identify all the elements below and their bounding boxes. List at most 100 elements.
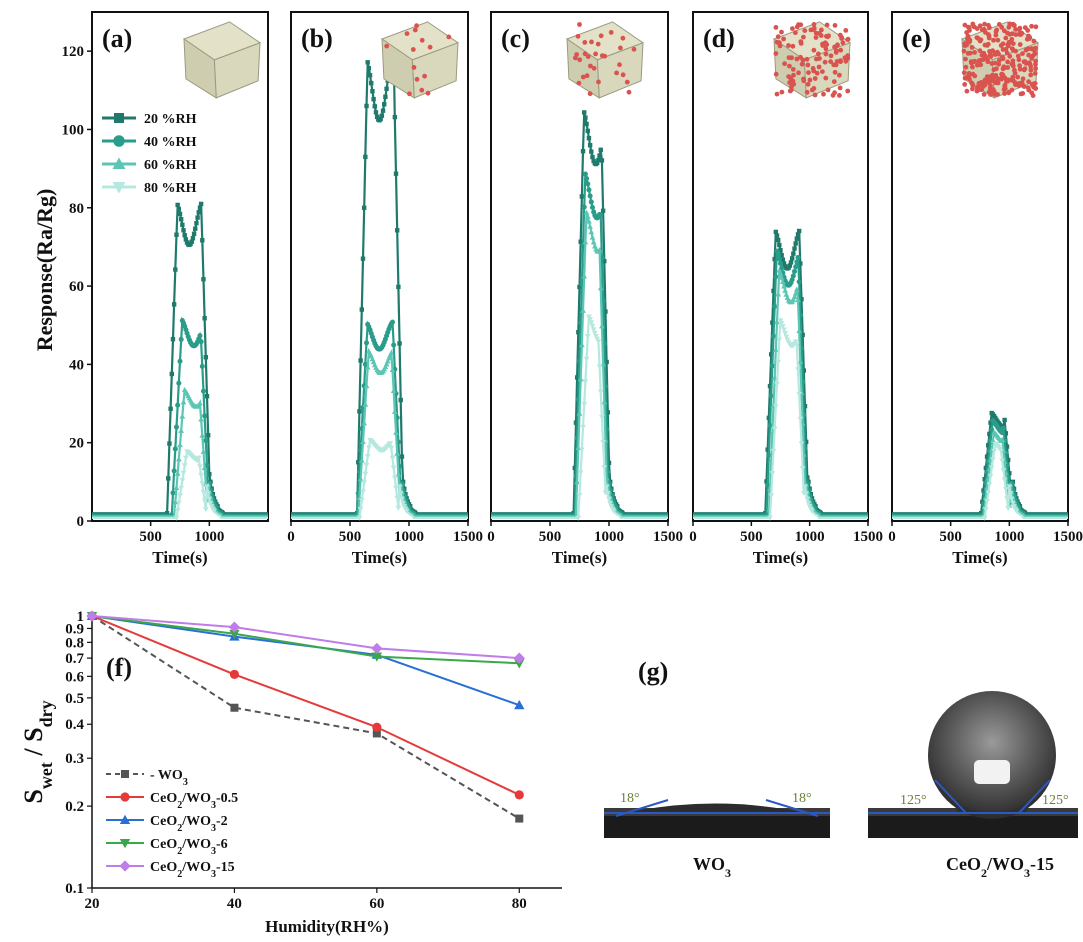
- cube-particle: [589, 39, 594, 45]
- panel-c-chart: 0 500 1000 1500 Time(s) (c): [487, 11, 683, 567]
- cube-particle: [1029, 46, 1035, 52]
- series-point: [366, 65, 372, 71]
- x-tick-label: 0: [487, 529, 495, 545]
- cube-particle: [1004, 50, 1010, 56]
- cube-particle: [1002, 75, 1008, 81]
- f-x-tick-label: 40: [227, 896, 242, 912]
- cube-particle: [834, 59, 840, 64]
- series-point: [791, 268, 798, 274]
- cube-particle: [781, 36, 786, 42]
- series-point: [394, 495, 401, 501]
- series-point: [802, 484, 808, 490]
- series-point: [201, 498, 208, 504]
- cube-particle: [1000, 54, 1005, 60]
- top-y-tick-label: 20: [69, 436, 84, 452]
- series-point: [182, 233, 187, 238]
- series-point: [777, 260, 784, 266]
- legend-label: 40 %RH: [144, 135, 197, 150]
- series-point: [586, 218, 592, 224]
- cube-particle: [1002, 86, 1008, 91]
- cube-particle: [976, 58, 982, 64]
- cube-particle: [786, 74, 792, 79]
- series-point: [577, 376, 584, 382]
- cube-particle: [587, 91, 593, 97]
- series-point: [580, 149, 586, 154]
- series-point: [984, 454, 990, 459]
- cube-particle: [1018, 91, 1024, 97]
- top-y-axis-label: Response(Ra/Rg): [32, 189, 57, 352]
- series-point: [982, 477, 987, 482]
- series-point: [796, 279, 802, 285]
- series-point: [1003, 431, 1009, 436]
- series-point: [188, 241, 193, 247]
- cube-particle: [588, 63, 593, 69]
- series-point: [587, 143, 593, 148]
- series-point: [1007, 471, 1012, 476]
- series-point: [806, 504, 813, 510]
- series-point: [199, 363, 205, 369]
- cube-particle: [1007, 53, 1013, 59]
- panel-frame: [91, 11, 269, 522]
- f-series-line-5: [91, 615, 520, 660]
- cube-particle: [817, 31, 822, 36]
- cube-particle: [986, 32, 991, 37]
- cube-particle: [999, 71, 1004, 77]
- panel-label: (a): [102, 24, 132, 53]
- panel-frame: [891, 11, 1069, 522]
- cube-particle: [999, 24, 1005, 30]
- cube-particle: [837, 32, 843, 38]
- series-point: [189, 239, 194, 244]
- series-point: [781, 261, 787, 266]
- x-tick-label: 1500: [1053, 529, 1083, 545]
- cube-particle: [823, 46, 829, 52]
- series-point: [178, 217, 184, 222]
- cube-particle: [979, 27, 985, 33]
- series-point: [170, 490, 176, 496]
- series-point: [191, 231, 197, 237]
- cube-particle: [975, 36, 981, 41]
- series-point: [193, 226, 198, 231]
- cube-particle: [614, 70, 619, 76]
- f-legend: - WO3 CeO2/WO3-0.5 CeO2/WO3-2 CeO2/WO3-6 CeO…: [106, 768, 238, 880]
- cube-particle: [978, 80, 984, 85]
- series-point: [597, 389, 604, 395]
- series-point: [777, 270, 784, 276]
- series-point: [983, 507, 989, 513]
- x-tick-label: 1000: [994, 529, 1024, 545]
- panel-frame: [290, 11, 469, 522]
- cube-particle: [962, 22, 968, 28]
- series-point: [583, 209, 590, 215]
- cube-particle: [1010, 47, 1016, 53]
- cube-particle: [1002, 65, 1008, 71]
- series-point: [572, 465, 577, 471]
- cube-particle: [791, 72, 796, 78]
- series-point: [579, 447, 585, 453]
- series-point: [585, 128, 590, 134]
- ceo2-angle-left: 125°: [900, 793, 927, 808]
- f-legend-marker: [121, 770, 129, 778]
- cube-particle: [1000, 47, 1006, 52]
- series-point: [797, 358, 804, 364]
- series-point: [198, 472, 204, 478]
- f-legend-label: CeO2/WO3-2: [150, 814, 228, 834]
- panel-label: (b): [301, 24, 333, 53]
- cube-particle: [1007, 40, 1013, 45]
- f-legend-marker: [119, 860, 131, 872]
- cube-particle: [993, 32, 999, 38]
- series-point: [987, 473, 994, 479]
- series-line-2: [892, 418, 1068, 516]
- series-point: [588, 229, 595, 235]
- series-point: [588, 320, 595, 326]
- series-point: [403, 508, 410, 514]
- cube-particle: [798, 22, 804, 28]
- series-point: [179, 413, 186, 419]
- cube-particle: [970, 71, 976, 77]
- cube-particle: [967, 50, 973, 56]
- series-point: [999, 430, 1005, 436]
- cube-particle: [1015, 53, 1021, 59]
- series-point: [601, 465, 608, 471]
- cube-particle: [580, 74, 586, 80]
- series-point: [986, 482, 993, 488]
- series-point: [198, 416, 204, 422]
- series-point: [1013, 508, 1020, 514]
